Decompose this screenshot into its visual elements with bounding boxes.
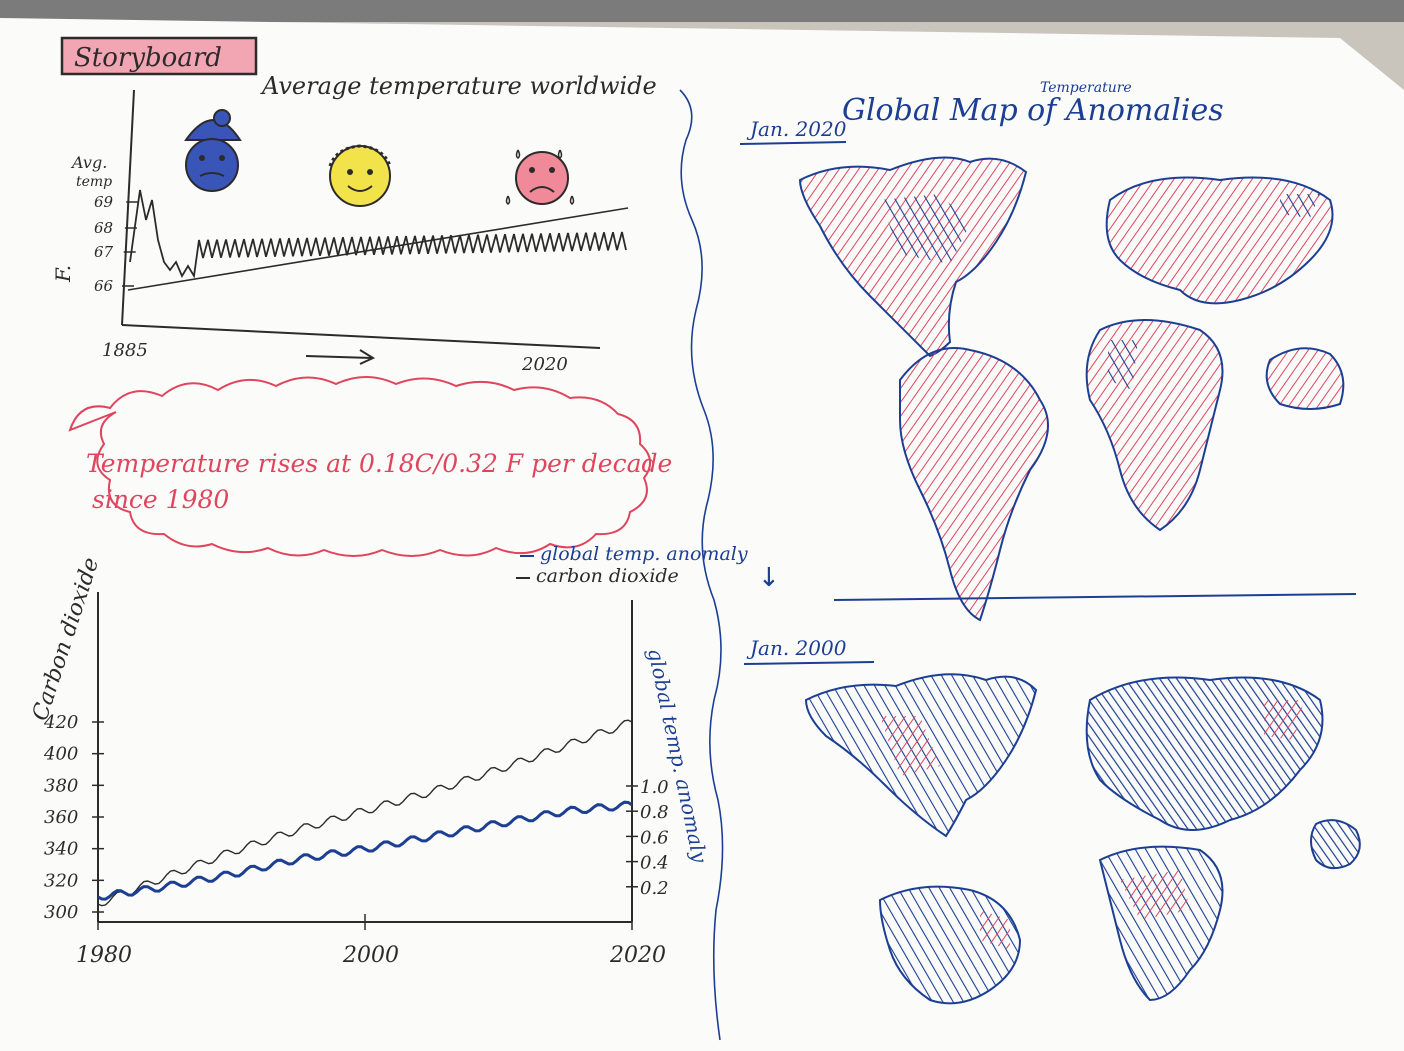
australia-2000: [1310, 819, 1361, 870]
eurasia-2000: [1085, 676, 1324, 831]
section-divider: [679, 89, 724, 1041]
chart2-left-tick-label: 320: [44, 870, 78, 891]
chart2-left-tick-label: 400: [43, 744, 78, 765]
map-title: Global Map of Anomalies: [842, 93, 1224, 128]
chart1-temperature-line: [129, 189, 627, 279]
chart1-ytick-label: 68: [94, 219, 113, 237]
chart1-time-arrow: [305, 349, 376, 365]
south-america-2020: [899, 347, 1049, 622]
chart1-yticks: 69 68 67 66: [94, 193, 139, 295]
storyboard-label: Storyboard: [60, 36, 258, 76]
australia-2020: [1265, 347, 1345, 410]
eurasia-warm-patch-2000: [1264, 700, 1304, 740]
chart1-trend-line: [127, 207, 629, 291]
happy-face-icon: [328, 144, 392, 207]
map-panel-divider: [833, 593, 1357, 601]
chart2-left-tick-label: 300: [44, 902, 78, 923]
chart2-right-tick-label: 0.6: [640, 827, 669, 848]
callout-line-2: since 1980: [92, 485, 229, 514]
chart2-x-tick-label: 1980: [76, 943, 132, 968]
chart1-ylabel-top: Avg.: [70, 153, 107, 172]
panel-bottom-label: Jan. 2000: [746, 636, 847, 660]
storyboard-label-text: Storyboard: [74, 43, 222, 73]
sa-warm-patch-2000: [980, 910, 1010, 950]
chart1-ytick-label: 67: [94, 243, 114, 261]
map-2020: [798, 156, 1345, 622]
legend-carbon-dioxide: carbon dioxide: [536, 565, 679, 587]
panel-top-label: Jan. 2020: [746, 117, 847, 141]
callout-line-1: Temperature rises at 0.18C/0.32 F per de…: [86, 449, 672, 478]
chart2-legend: global temp. anomaly carbon dioxide: [516, 543, 748, 587]
chart1-title: Average temperature worldwide: [260, 72, 657, 100]
chart2-left-ticks: 420 400 380 360 340 320 300: [43, 712, 104, 923]
chart1-x-start: 1885: [102, 340, 148, 361]
chart1-x-end: 2020: [521, 354, 568, 375]
legend-temp-anomaly: global temp. anomaly: [540, 543, 748, 565]
africa-cold-patch-2020: [1108, 340, 1138, 390]
chart2-left-tick-label: 380: [44, 775, 78, 796]
eurasia-2020: [1105, 176, 1334, 305]
chart2-x-ticks: 1980 2000 2020: [76, 914, 666, 968]
chart1-x-axis: [121, 324, 601, 349]
series-temp-anomaly-line: [97, 800, 633, 901]
chart2-left-tick-label: 340: [44, 839, 78, 860]
chart2-right-ticks: 1.0 0.8 0.6 0.4 0.2: [626, 777, 669, 899]
map-title-super: Temperature: [1040, 80, 1132, 96]
map-down-arrow: ↓: [758, 563, 780, 593]
chart1-ylabel-bottom: temp: [76, 174, 112, 190]
chart2-right-tick-label: 0.2: [640, 878, 669, 899]
panel-bottom-underline: [743, 661, 875, 665]
north-america-2020: [798, 156, 1028, 358]
top-shadow: [0, 0, 1404, 22]
chart-average-temperature: Average temperature worldwide Avg. temp …: [51, 72, 657, 375]
panel-top-underline: [739, 141, 847, 145]
chart1-yunit: F.: [51, 265, 75, 283]
map-2000: [804, 673, 1361, 1005]
chart2-left-tick-label: 360: [44, 807, 78, 828]
africa-warm-patch-2000: [1120, 870, 1190, 920]
na-warm-patch-2000: [880, 716, 940, 776]
cold-face-icon: [184, 109, 242, 192]
chart2-right-tick-label: 1.0: [640, 777, 669, 798]
chart2-right-tick-label: 0.4: [640, 853, 669, 874]
chart2-left-tick-label: 420: [43, 712, 78, 733]
map-section: Global Map of Anomalies Temperature Jan.…: [739, 80, 1361, 1005]
chart2-right-tick-label: 0.8: [640, 802, 669, 823]
na-cold-patch-2020: [880, 194, 970, 264]
chart1-ytick-label: 69: [94, 193, 114, 211]
callout-cloud: Temperature rises at 0.18C/0.32 F per de…: [68, 376, 672, 557]
sad-sweating-face-icon: [505, 149, 575, 205]
series-carbon-dioxide-line: [97, 719, 633, 907]
chart2-x-tick-label: 2020: [609, 943, 666, 968]
eurasia-cold-patch-2020: [1280, 194, 1320, 218]
chart1-ytick-label: 66: [94, 277, 114, 295]
chart2-x-tick-label: 2000: [342, 943, 399, 968]
